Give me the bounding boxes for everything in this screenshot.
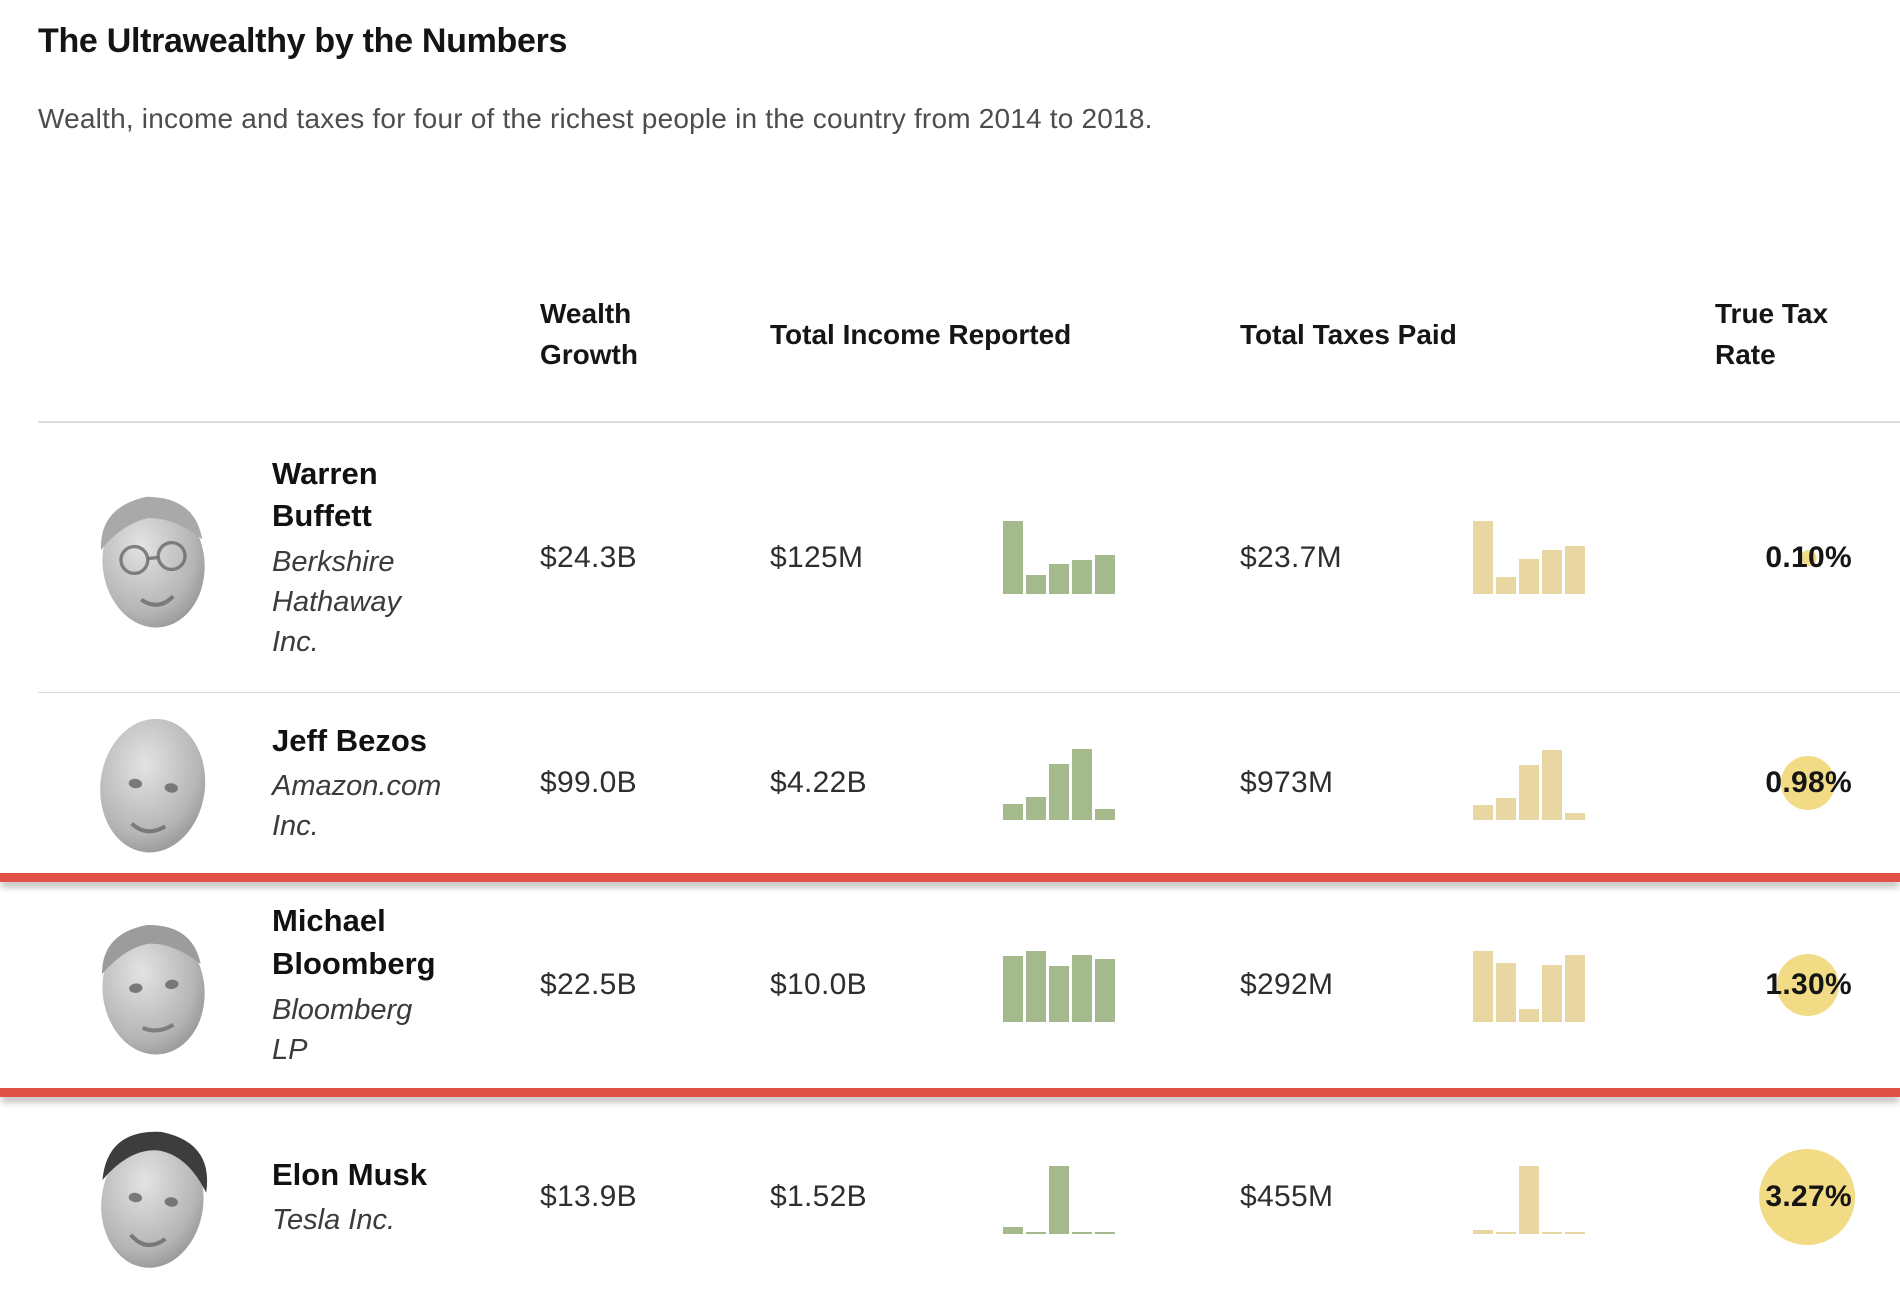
sparkline-bar <box>1473 521 1493 594</box>
sparkline-bar <box>1519 764 1539 820</box>
sparkline-bar <box>1519 559 1539 594</box>
person-name: Elon Musk <box>272 1156 428 1192</box>
page-title: The Ultrawealthy by the Numbers <box>38 22 568 60</box>
person-name: Warren Buffett <box>272 455 378 534</box>
sparkline-bar <box>1095 555 1115 594</box>
true-tax-rate-value: 0.10% <box>1765 540 1852 574</box>
sparkline-bar <box>1542 1231 1562 1234</box>
sparkline-bar <box>1519 1165 1539 1234</box>
column-header-total-taxes: Total Taxes Paid <box>1240 318 1457 350</box>
sparkline-bar <box>1026 950 1046 1022</box>
sparkline-bar <box>1473 1229 1493 1234</box>
sparkline-bar <box>1049 965 1069 1022</box>
sparkline-bar <box>1496 1231 1516 1234</box>
sparkline-bar <box>1072 748 1092 820</box>
wealth-growth-value: $24.3B <box>540 540 637 574</box>
header-divider <box>38 421 1900 423</box>
total-taxes-value: $292M <box>1240 968 1334 1001</box>
sparkline-bar <box>1496 962 1516 1022</box>
sparkline-bar <box>1565 812 1585 820</box>
wealth-growth-value: $13.9B <box>540 1180 637 1213</box>
person-name: Jeff Bezos <box>272 722 428 758</box>
taxes-sparkline-chart <box>1473 747 1700 820</box>
taxes-sparkline-chart <box>1473 521 1700 594</box>
column-header-total-income: Total Income Reported <box>770 318 1072 350</box>
sparkline-bar <box>1519 1008 1539 1022</box>
wealth-growth-value: $22.5B <box>540 968 637 1001</box>
sparkline-bar <box>1049 1165 1069 1234</box>
table-header-row: Wealth Growth Total Income Reported Tota… <box>38 285 1900 385</box>
highlight-bottom-bar <box>0 1088 1900 1097</box>
page-subtitle: Wealth, income and taxes for four of the… <box>38 103 1153 134</box>
sparkline-bar <box>1003 803 1023 820</box>
sparkline-bar <box>1026 1231 1046 1234</box>
true-tax-rate-value: 3.27% <box>1765 1180 1852 1213</box>
true-tax-rate-value: 0.98% <box>1765 766 1852 799</box>
total-income-value: $10.0B <box>770 968 867 1001</box>
sparkline-bar <box>1565 1231 1585 1234</box>
jeff-bezos-photo <box>100 718 206 853</box>
total-income-value: $4.22B <box>770 766 867 799</box>
sparkline-bar <box>1565 546 1585 594</box>
sparkline-bar <box>1049 564 1069 594</box>
sparkline-bar <box>1542 964 1562 1022</box>
sparkline-bar <box>1095 808 1115 820</box>
income-sparkline-chart <box>1003 949 1240 1022</box>
sparkline-bar <box>1003 521 1023 594</box>
highlight-top-bar <box>0 873 1900 882</box>
table-row-michael-bloomberg: Michael Bloomberg Bloomberg LP $22.5B $1… <box>38 882 1900 1088</box>
sparkline-bar <box>1473 950 1493 1022</box>
total-income-value: $1.52B <box>770 1180 867 1213</box>
sparkline-bar <box>1473 804 1493 820</box>
table-row-warren-buffett: Warren Buffett Berkshire Hathaway Inc. $… <box>38 423 1900 693</box>
sparkline-bar <box>1542 550 1562 594</box>
michael-bloomberg-photo <box>102 925 205 1055</box>
sparkline-bar <box>1026 575 1046 594</box>
sparkline-bar <box>1003 955 1023 1022</box>
tax-rate-highlight-circle <box>1776 954 1839 1016</box>
total-taxes-value: $23.7M <box>1240 540 1342 574</box>
taxes-sparkline-chart <box>1473 949 1700 1022</box>
tax-rate-highlight-circle <box>1780 756 1835 810</box>
sparkline-bar <box>1565 954 1585 1022</box>
person-company: Tesla Inc. <box>272 1204 396 1237</box>
total-taxes-value: $455M <box>1240 1180 1334 1213</box>
income-sparkline-chart <box>1003 521 1240 594</box>
sparkline-bar <box>1095 958 1115 1022</box>
true-tax-rate-value: 1.30% <box>1765 968 1852 1001</box>
column-header-wealth-growth: Wealth Growth <box>540 298 638 370</box>
person-name: Michael Bloomberg <box>272 903 436 981</box>
table-row-elon-musk: Elon Musk Tesla Inc. $13.9B $1.52B $455M… <box>38 1111 1900 1281</box>
table-row-jeff-bezos: Jeff Bezos Amazon.com Inc. $99.0B $4.22B… <box>38 693 1900 873</box>
sparkline-bar <box>1542 749 1562 820</box>
sparkline-bar <box>1026 796 1046 820</box>
sparkline-bar <box>1496 577 1516 594</box>
taxes-sparkline-chart <box>1473 1161 1700 1234</box>
total-taxes-value: $973M <box>1240 766 1334 799</box>
person-company: Amazon.com Inc. <box>272 770 442 843</box>
sparkline-bar <box>1049 763 1069 820</box>
income-sparkline-chart <box>1003 747 1240 820</box>
tax-rate-highlight-circle <box>1800 549 1817 566</box>
total-income-value: $125M <box>770 540 864 574</box>
income-sparkline-chart <box>1003 1161 1240 1234</box>
sparkline-bar <box>1072 954 1092 1022</box>
person-company: Bloomberg LP <box>272 993 413 1066</box>
warren-buffett-photo <box>100 496 205 628</box>
tax-rate-highlight-circle <box>1758 1149 1855 1245</box>
sparkline-bar <box>1003 1226 1023 1234</box>
sparkline-bar <box>1072 1231 1092 1234</box>
sparkline-bar <box>1496 797 1516 820</box>
elon-musk-photo <box>101 1131 208 1268</box>
sparkline-bar <box>1072 560 1092 594</box>
person-company: Berkshire Hathaway Inc. <box>272 546 401 659</box>
column-header-true-tax-rate: True Tax Rate <box>1715 298 1829 370</box>
wealth-growth-value: $99.0B <box>540 766 637 799</box>
sparkline-bar <box>1095 1231 1115 1234</box>
